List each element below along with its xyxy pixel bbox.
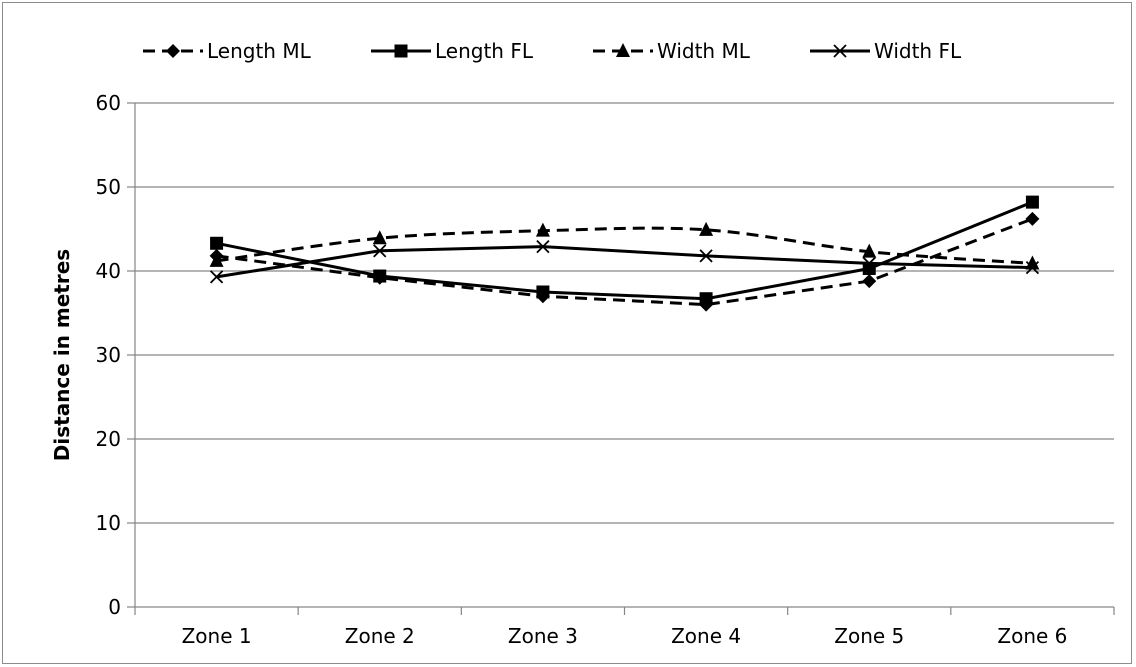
x-tick-label: Zone 3 [508,624,578,648]
y-tick-label: 10 [96,511,121,535]
series-width-fl [209,240,1040,284]
x-tick-labels: Zone 1 Zone 2 Zone 3 Zone 4 Zone 5 Zone 6 [182,624,1068,648]
data-point-length-ml [1025,211,1040,226]
series-line-width-fl [216,245,1033,279]
marker-stroke [536,240,550,254]
legend-marker [616,43,630,57]
marker-stroke [209,270,224,284]
x-tick-label: Zone 5 [834,624,904,648]
legend-label: Width ML [657,39,751,63]
marker-stroke [1025,261,1040,275]
data-point-width-ml [862,243,877,258]
x-tick-label: Zone 6 [997,624,1067,648]
legend: Length ML Length FL Width ML Width FL [143,39,962,63]
series-width-ml [209,221,1040,270]
data-point-width-ml [209,252,224,267]
legend-marker [394,44,408,58]
gridlines [135,102,1114,524]
y-tick-label: 0 [108,595,121,619]
data-point-width-fl [209,270,224,284]
data-point-length-fl [699,292,713,306]
series-group [209,195,1040,312]
data-point-length-fl [1025,195,1039,209]
y-tick-label: 30 [96,343,121,367]
series-line-width-ml [216,226,1033,265]
data-point-width-ml [699,221,714,236]
data-point-width-fl [862,256,876,271]
legend-marker [833,44,847,58]
data-point-length-fl [373,269,387,283]
data-point-width-ml [1025,255,1040,270]
data-point-width-ml [372,230,387,245]
legend-label: Width FL [874,39,962,63]
data-point-length-ml [862,274,877,289]
series-line-length-fl [216,200,1033,301]
axes [127,102,1115,615]
marker-stroke [373,244,387,258]
legend-label: Length FL [435,39,534,63]
y-tick-label: 40 [96,259,121,283]
y-tick-label: 50 [96,175,121,199]
data-point-width-fl [536,240,550,254]
data-point-width-ml [535,222,550,237]
x-tick-label: Zone 4 [671,624,741,648]
data-point-width-fl [1025,261,1040,275]
y-tick-label: 20 [96,427,121,451]
x-tick-label: Zone 2 [345,624,415,648]
legend-label: Length ML [207,39,312,63]
legend-marker [166,44,180,58]
y-tick-labels: 0 10 20 30 40 50 60 [96,91,121,619]
series-line-length-ml [216,217,1033,307]
marker-stroke [862,256,876,271]
y-axis-title: Distance in metres [50,249,74,461]
data-point-length-fl [536,285,550,299]
data-point-length-fl [210,236,224,250]
series-length-fl [210,195,1039,306]
data-point-width-fl [699,249,713,263]
data-point-width-fl [373,244,387,258]
data-point-length-fl [862,261,876,275]
marker-stroke [699,249,713,263]
x-tick-label: Zone 1 [182,624,252,648]
marker-stroke [833,44,847,58]
legend-item-length-fl: Length FL [371,39,534,63]
legend-item-width-fl: Width FL [810,39,962,63]
legend-item-width-ml: Width ML [593,39,751,63]
legend-item-length-ml: Length ML [143,39,312,63]
y-tick-label: 60 [96,91,121,115]
